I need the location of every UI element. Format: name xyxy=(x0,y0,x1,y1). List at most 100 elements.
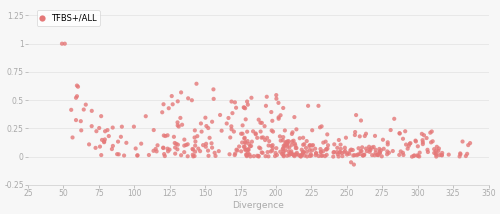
Point xyxy=(292,153,300,156)
Point xyxy=(410,154,418,158)
Point xyxy=(376,151,384,154)
Point xyxy=(180,150,188,154)
Point xyxy=(191,144,199,147)
Point xyxy=(384,141,392,144)
Point xyxy=(160,103,168,106)
Point xyxy=(184,97,192,100)
Point xyxy=(240,145,248,149)
Point xyxy=(282,149,290,152)
Point xyxy=(296,137,304,140)
Point xyxy=(224,116,232,120)
Point xyxy=(202,124,210,128)
Point xyxy=(218,129,226,132)
Point xyxy=(356,135,364,138)
Point xyxy=(228,125,235,128)
Point xyxy=(337,147,345,151)
Point xyxy=(244,139,252,143)
Point xyxy=(268,146,276,150)
Point xyxy=(276,139,284,142)
Point xyxy=(92,146,100,150)
Point xyxy=(399,137,407,140)
Point xyxy=(150,128,158,132)
Point xyxy=(376,151,384,155)
Point xyxy=(134,154,141,157)
Point xyxy=(228,100,235,103)
Point xyxy=(357,119,365,122)
Point xyxy=(276,135,284,138)
Point xyxy=(349,148,357,152)
Point xyxy=(174,121,182,124)
Point xyxy=(198,130,205,133)
Point xyxy=(466,141,474,145)
Point xyxy=(122,141,130,144)
Point xyxy=(228,128,235,131)
Point xyxy=(180,144,188,147)
Point xyxy=(192,82,200,85)
Point xyxy=(96,145,104,148)
Point xyxy=(174,100,182,103)
Point xyxy=(240,136,248,140)
Point xyxy=(281,129,289,132)
Point xyxy=(372,148,380,152)
Point xyxy=(98,153,106,157)
Point xyxy=(303,155,311,158)
Point xyxy=(231,152,239,155)
Point xyxy=(258,121,266,125)
Point xyxy=(189,153,197,156)
Point xyxy=(105,134,113,138)
Point xyxy=(174,143,182,146)
Point xyxy=(67,108,75,111)
Point xyxy=(359,154,367,157)
Point xyxy=(432,155,440,158)
Point xyxy=(329,155,337,158)
Point xyxy=(377,149,385,152)
Point xyxy=(74,85,82,88)
Point xyxy=(412,140,420,143)
Point xyxy=(234,149,241,152)
Point xyxy=(164,147,172,150)
Point xyxy=(438,153,446,157)
Point xyxy=(336,150,344,154)
Point xyxy=(427,141,435,144)
Point xyxy=(321,155,329,158)
Point xyxy=(170,135,178,138)
Point xyxy=(279,135,287,139)
Point xyxy=(299,151,307,155)
Point xyxy=(379,138,387,141)
Point xyxy=(292,128,300,131)
Point xyxy=(308,129,316,132)
Point xyxy=(402,143,410,146)
Point xyxy=(72,96,80,100)
Point xyxy=(351,130,359,134)
Point xyxy=(293,151,301,155)
Point xyxy=(378,155,386,158)
Point xyxy=(456,155,464,158)
Point xyxy=(160,146,168,150)
Point xyxy=(244,153,252,156)
Point xyxy=(462,154,470,158)
Point xyxy=(132,147,140,150)
Point xyxy=(400,153,407,157)
Point xyxy=(343,153,351,156)
Point xyxy=(283,154,291,158)
Point xyxy=(272,151,280,155)
Point xyxy=(312,153,320,157)
Point xyxy=(188,147,196,151)
Point xyxy=(248,140,256,143)
Point xyxy=(464,143,472,147)
Point xyxy=(406,141,414,145)
Point xyxy=(330,143,338,146)
Point xyxy=(194,147,202,150)
Point xyxy=(354,153,362,156)
Point xyxy=(242,118,250,121)
Point xyxy=(324,133,332,136)
Point xyxy=(366,147,374,151)
Point xyxy=(288,143,296,147)
Point xyxy=(134,154,141,157)
Point xyxy=(230,130,238,133)
Point xyxy=(258,151,266,154)
Point xyxy=(232,148,240,152)
Point xyxy=(318,125,326,128)
Point xyxy=(308,149,316,152)
Point xyxy=(317,150,325,154)
